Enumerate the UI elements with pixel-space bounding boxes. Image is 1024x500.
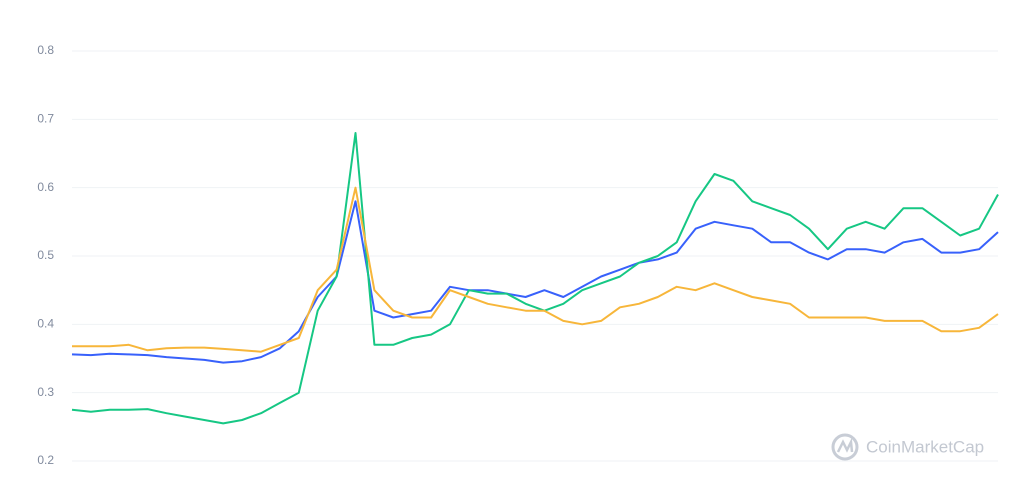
watermark: CoinMarketCap — [866, 437, 984, 456]
y-tick-label: 0.5 — [37, 248, 54, 262]
y-tick-label: 0.2 — [37, 453, 54, 467]
y-tick-label: 0.6 — [37, 180, 54, 194]
y-tick-label: 0.7 — [37, 112, 54, 126]
line-series — [71, 200, 999, 364]
y-tick-label: 0.4 — [37, 317, 54, 331]
line-series — [71, 132, 999, 425]
y-tick-label: 0.3 — [37, 385, 54, 399]
watermark-logo — [831, 433, 859, 461]
line-series — [72, 186, 999, 353]
y-tick-label: 0.8 — [37, 43, 54, 57]
